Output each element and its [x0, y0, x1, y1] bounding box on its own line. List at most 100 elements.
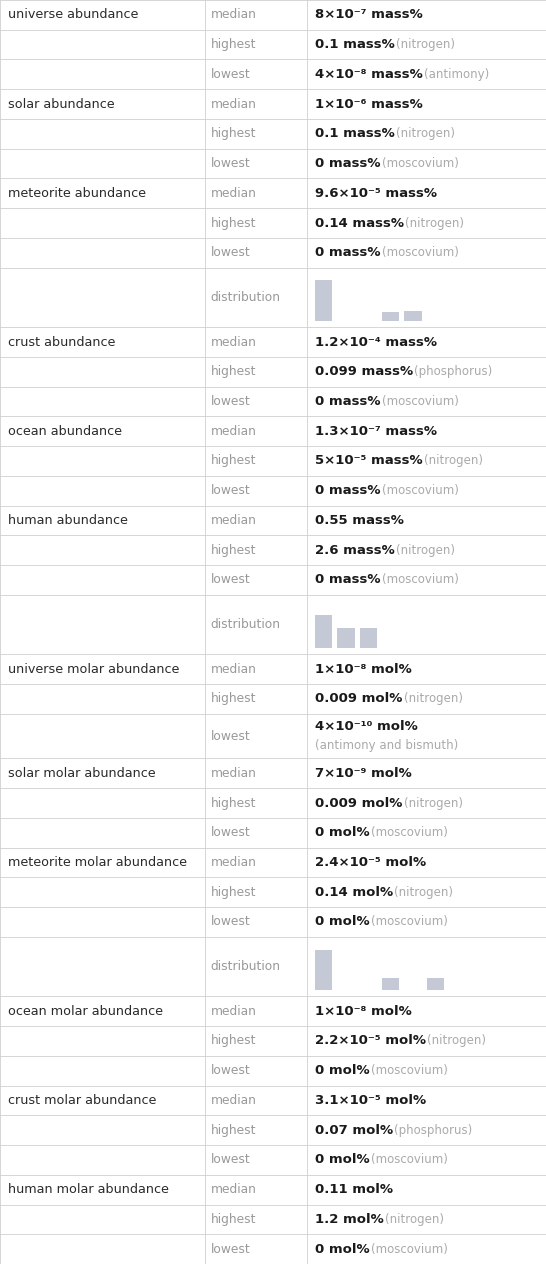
Text: 9.6×10⁻⁵ mass%: 9.6×10⁻⁵ mass% [315, 187, 437, 200]
Text: 0.14 mol%: 0.14 mol% [315, 886, 393, 899]
Text: lowest: lowest [211, 396, 251, 408]
Text: median: median [211, 514, 257, 527]
Bar [382, 312, 399, 321]
Text: lowest: lowest [211, 157, 251, 171]
Text: 0.07 mol%: 0.07 mol% [315, 1124, 393, 1136]
Text: 0.11 mol%: 0.11 mol% [315, 1183, 393, 1196]
Text: median: median [211, 1183, 257, 1196]
Text: median: median [211, 335, 257, 349]
Text: (phosphorus): (phosphorus) [394, 1124, 473, 1136]
Text: (moscovium): (moscovium) [382, 396, 459, 408]
Text: 0 mass%: 0 mass% [315, 246, 381, 259]
Text: distribution: distribution [211, 291, 281, 303]
Text: (nitrogen): (nitrogen) [396, 128, 455, 140]
Text: (antimony): (antimony) [424, 68, 489, 81]
Text: 1.2×10⁻⁴ mass%: 1.2×10⁻⁴ mass% [315, 335, 437, 349]
Text: (moscovium): (moscovium) [371, 1243, 448, 1255]
Text: 0 mass%: 0 mass% [315, 396, 381, 408]
Text: highest: highest [211, 128, 256, 140]
Text: (moscovium): (moscovium) [371, 827, 448, 839]
Text: highest: highest [211, 886, 256, 899]
Text: highest: highest [211, 365, 256, 378]
Text: (moscovium): (moscovium) [371, 915, 448, 929]
Text: universe abundance: universe abundance [8, 9, 138, 21]
Text: highest: highest [211, 216, 256, 230]
Bar [382, 978, 399, 991]
Text: (nitrogen): (nitrogen) [428, 1034, 486, 1048]
Text: (moscovium): (moscovium) [371, 1064, 448, 1077]
Text: (moscovium): (moscovium) [382, 157, 459, 171]
Bar [315, 281, 333, 321]
Text: 0 mol%: 0 mol% [315, 1064, 370, 1077]
Bar [359, 628, 377, 648]
Text: 0 mass%: 0 mass% [315, 157, 381, 171]
Text: 4×10⁻⁸ mass%: 4×10⁻⁸ mass% [315, 68, 423, 81]
Bar [315, 949, 333, 991]
Text: lowest: lowest [211, 827, 251, 839]
Text: 5×10⁻⁵ mass%: 5×10⁻⁵ mass% [315, 455, 423, 468]
Text: crust abundance: crust abundance [8, 335, 115, 349]
Text: 1×10⁻⁶ mass%: 1×10⁻⁶ mass% [315, 97, 423, 110]
Text: highest: highest [211, 455, 256, 468]
Text: 2.2×10⁻⁵ mol%: 2.2×10⁻⁵ mol% [315, 1034, 426, 1048]
Text: (antimony and bismuth): (antimony and bismuth) [315, 739, 458, 752]
Text: distribution: distribution [211, 961, 281, 973]
Text: median: median [211, 425, 257, 437]
Text: highest: highest [211, 38, 256, 51]
Text: ocean abundance: ocean abundance [8, 425, 122, 437]
Text: 0.14 mass%: 0.14 mass% [315, 216, 404, 230]
Text: 2.6 mass%: 2.6 mass% [315, 544, 395, 556]
Text: 1.2 mol%: 1.2 mol% [315, 1213, 384, 1226]
Text: (nitrogen): (nitrogen) [403, 796, 462, 809]
Text: (nitrogen): (nitrogen) [405, 216, 464, 230]
Text: (nitrogen): (nitrogen) [403, 693, 462, 705]
Text: ocean molar abundance: ocean molar abundance [8, 1005, 163, 1018]
Bar [315, 616, 333, 648]
Bar [426, 978, 444, 991]
Text: median: median [211, 767, 257, 780]
Text: median: median [211, 187, 257, 200]
Text: crust molar abundance: crust molar abundance [8, 1093, 156, 1107]
Text: highest: highest [211, 1213, 256, 1226]
Text: meteorite abundance: meteorite abundance [8, 187, 146, 200]
Text: 7×10⁻⁹ mol%: 7×10⁻⁹ mol% [315, 767, 412, 780]
Text: lowest: lowest [211, 574, 251, 586]
Text: (nitrogen): (nitrogen) [394, 886, 453, 899]
Text: median: median [211, 9, 257, 21]
Text: lowest: lowest [211, 1243, 251, 1255]
Text: 4×10⁻¹⁰ mol%: 4×10⁻¹⁰ mol% [315, 719, 418, 733]
Text: (nitrogen): (nitrogen) [385, 1213, 444, 1226]
Text: lowest: lowest [211, 729, 251, 742]
Text: (moscovium): (moscovium) [371, 1154, 448, 1167]
Text: (phosphorus): (phosphorus) [414, 365, 492, 378]
Text: 8×10⁻⁷ mass%: 8×10⁻⁷ mass% [315, 9, 423, 21]
Text: (nitrogen): (nitrogen) [396, 544, 455, 556]
Text: distribution: distribution [211, 618, 281, 631]
Text: (nitrogen): (nitrogen) [424, 455, 483, 468]
Text: median: median [211, 856, 257, 868]
Text: solar molar abundance: solar molar abundance [8, 767, 156, 780]
Text: human molar abundance: human molar abundance [8, 1183, 169, 1196]
Text: highest: highest [211, 796, 256, 809]
Text: highest: highest [211, 1124, 256, 1136]
Text: meteorite molar abundance: meteorite molar abundance [8, 856, 187, 868]
Text: highest: highest [211, 544, 256, 556]
Text: 2.4×10⁻⁵ mol%: 2.4×10⁻⁵ mol% [315, 856, 426, 868]
Text: (moscovium): (moscovium) [382, 484, 459, 497]
Text: 1.3×10⁻⁷ mass%: 1.3×10⁻⁷ mass% [315, 425, 437, 437]
Text: (moscovium): (moscovium) [382, 246, 459, 259]
Text: median: median [211, 1093, 257, 1107]
Text: 0 mass%: 0 mass% [315, 574, 381, 586]
Text: 0 mol%: 0 mol% [315, 827, 370, 839]
Bar [337, 628, 354, 648]
Text: 0 mol%: 0 mol% [315, 1154, 370, 1167]
Text: solar abundance: solar abundance [8, 97, 115, 110]
Text: median: median [211, 662, 257, 676]
Text: 1×10⁻⁸ mol%: 1×10⁻⁸ mol% [315, 1005, 412, 1018]
Text: 0 mol%: 0 mol% [315, 915, 370, 929]
Text: lowest: lowest [211, 484, 251, 497]
Text: lowest: lowest [211, 915, 251, 929]
Text: (nitrogen): (nitrogen) [396, 38, 455, 51]
Text: human abundance: human abundance [8, 514, 128, 527]
Text: universe molar abundance: universe molar abundance [8, 662, 180, 676]
